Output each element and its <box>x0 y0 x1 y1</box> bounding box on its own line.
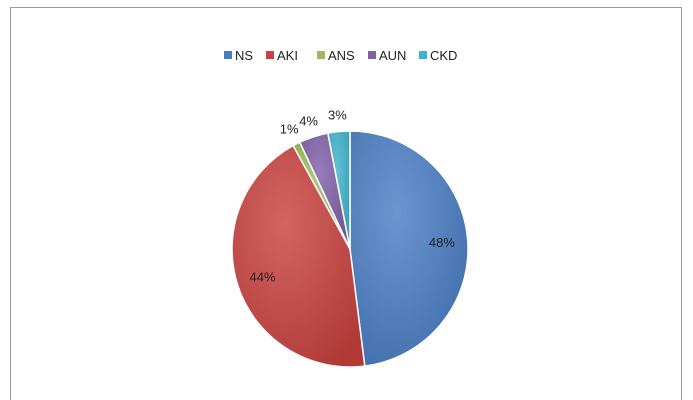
data-label-ans: 1% <box>280 122 299 137</box>
chart-legend: NS AKI ANS AUN CKD <box>224 48 457 63</box>
data-label-aki: 44% <box>249 269 275 284</box>
legend-label-ans: ANS <box>328 48 355 63</box>
pie-slice-ckd <box>327 130 351 250</box>
legend-swatch-aki <box>266 51 274 59</box>
legend-label-ns: NS <box>235 48 253 63</box>
legend-swatch-ns <box>224 51 232 59</box>
legend-label-aki: AKI <box>277 48 298 63</box>
pie-slice-aki <box>231 144 366 368</box>
pie-slice-ns <box>349 130 469 367</box>
legend-swatch-aun <box>368 51 376 59</box>
legend-label-ckd: CKD <box>430 48 457 63</box>
legend-swatch-ans <box>317 51 325 59</box>
data-label-ckd: 3% <box>328 108 347 123</box>
data-label-ns: 48% <box>429 235 455 250</box>
legend-label-aun: AUN <box>379 48 406 63</box>
legend-swatch-ckd <box>419 51 427 59</box>
pie-slices <box>231 130 469 368</box>
pie-labels: 48% 44% 1%4% 3% <box>249 108 455 285</box>
data-label-aun: 4% <box>299 114 318 129</box>
